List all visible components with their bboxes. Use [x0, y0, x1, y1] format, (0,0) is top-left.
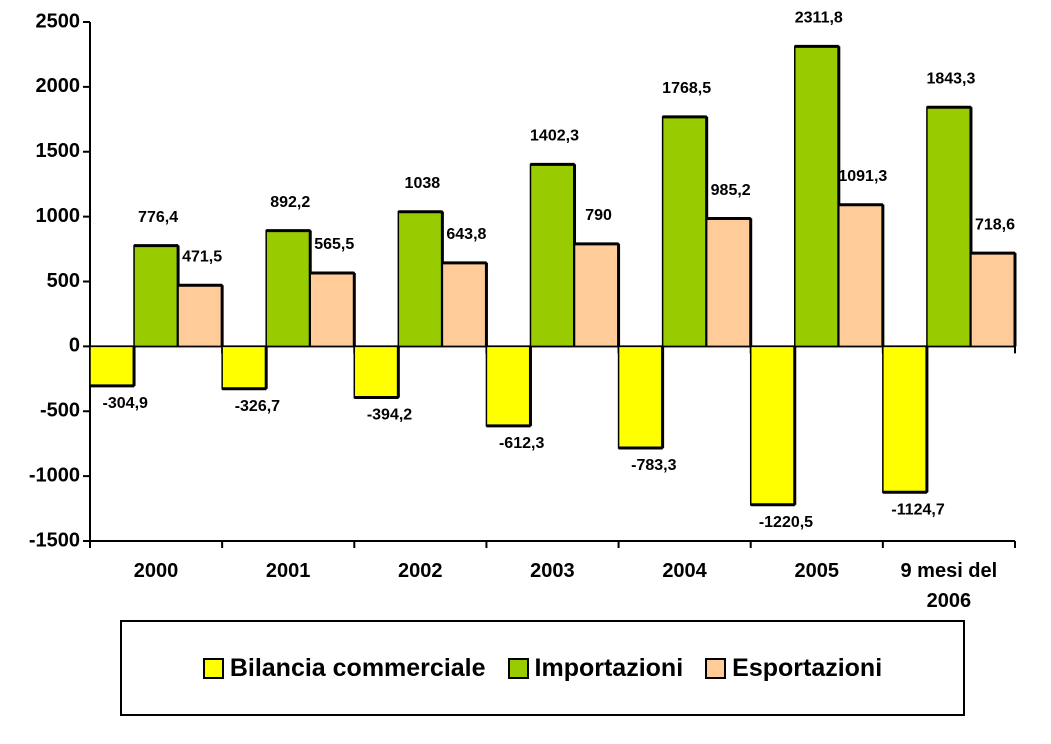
legend: Bilancia commerciale Importazioni Esportaz…	[120, 620, 965, 716]
bar	[221, 345, 267, 390]
x-tick-label: 2004	[662, 560, 707, 582]
bar	[397, 210, 444, 348]
bar	[529, 163, 576, 348]
data-label: 776,4	[138, 209, 178, 226]
y-tick-label: -1000	[29, 464, 80, 486]
bar	[177, 284, 223, 348]
data-label: 1843,3	[926, 70, 975, 87]
bar	[661, 116, 708, 348]
data-label: 2311,8	[795, 10, 843, 27]
data-label: -1220,5	[759, 514, 813, 531]
x-tick-label: 2002	[398, 560, 443, 582]
bar	[970, 252, 1016, 348]
data-label: 1402,3	[530, 128, 579, 145]
bar	[133, 244, 179, 348]
data-label: 1768,5	[662, 80, 711, 97]
data-label: 565,5	[314, 236, 354, 253]
data-label: 471,5	[182, 248, 222, 265]
data-label: 892,2	[270, 194, 310, 211]
data-label: 985,2	[711, 182, 751, 199]
bar	[485, 345, 532, 427]
bar	[573, 243, 620, 348]
data-label: -304,9	[103, 395, 148, 412]
bar	[882, 345, 928, 494]
data-label: 790	[585, 207, 612, 224]
legend-swatch	[705, 657, 727, 679]
data-label: 643,8	[446, 226, 486, 243]
bar	[353, 345, 400, 399]
y-tick-label: -500	[40, 400, 80, 422]
data-label: -394,2	[367, 407, 412, 424]
data-label: 718,6	[975, 216, 1015, 233]
x-tick-label: 2000	[133, 560, 179, 582]
y-tick-label: 500	[47, 270, 80, 292]
bar	[265, 229, 311, 348]
x-tick-label: 9 mesi del 2006	[900, 560, 998, 612]
bar	[926, 106, 972, 348]
x-tick-label: 2005	[794, 560, 839, 582]
bar	[749, 345, 796, 506]
y-tick-label: 0	[69, 335, 80, 357]
legend-item: Esportazioni	[705, 654, 882, 683]
legend-label: Bilancia commerciale	[229, 653, 486, 682]
bar	[838, 204, 884, 348]
bar	[794, 45, 840, 348]
legend-item: Bilancia commerciale	[202, 653, 486, 683]
plot: -1500 -1000 -500 0 500 1000 1500 2000 2500 -304,9…	[29, 10, 1017, 551]
legend-label: Esportazioni	[732, 653, 883, 682]
y-tick-label: 2500	[36, 10, 81, 32]
data-label: 1038	[405, 175, 441, 192]
bar	[89, 345, 135, 387]
bar	[705, 217, 752, 348]
data-label: -612,3	[499, 435, 544, 452]
legend-swatch	[507, 657, 529, 679]
x-tick-label: 2001	[265, 560, 311, 582]
data-label: -1124,7	[891, 502, 944, 519]
bar	[617, 345, 664, 449]
data-label: 1091,3	[838, 168, 887, 185]
legend-swatch	[202, 657, 224, 679]
x-tick-label: 2003	[530, 560, 575, 582]
legend-item: Importazioni	[507, 653, 684, 683]
data-label: -326,7	[235, 398, 280, 415]
y-tick-label: 1000	[36, 205, 81, 227]
legend-label: Importazioni	[534, 653, 684, 682]
y-tick-label: 1500	[36, 140, 81, 162]
bar	[441, 262, 488, 348]
y-tick-label: 2000	[36, 75, 81, 97]
data-label: -783,3	[631, 457, 676, 474]
bar	[309, 272, 356, 348]
y-tick-label: -1500	[29, 529, 80, 551]
